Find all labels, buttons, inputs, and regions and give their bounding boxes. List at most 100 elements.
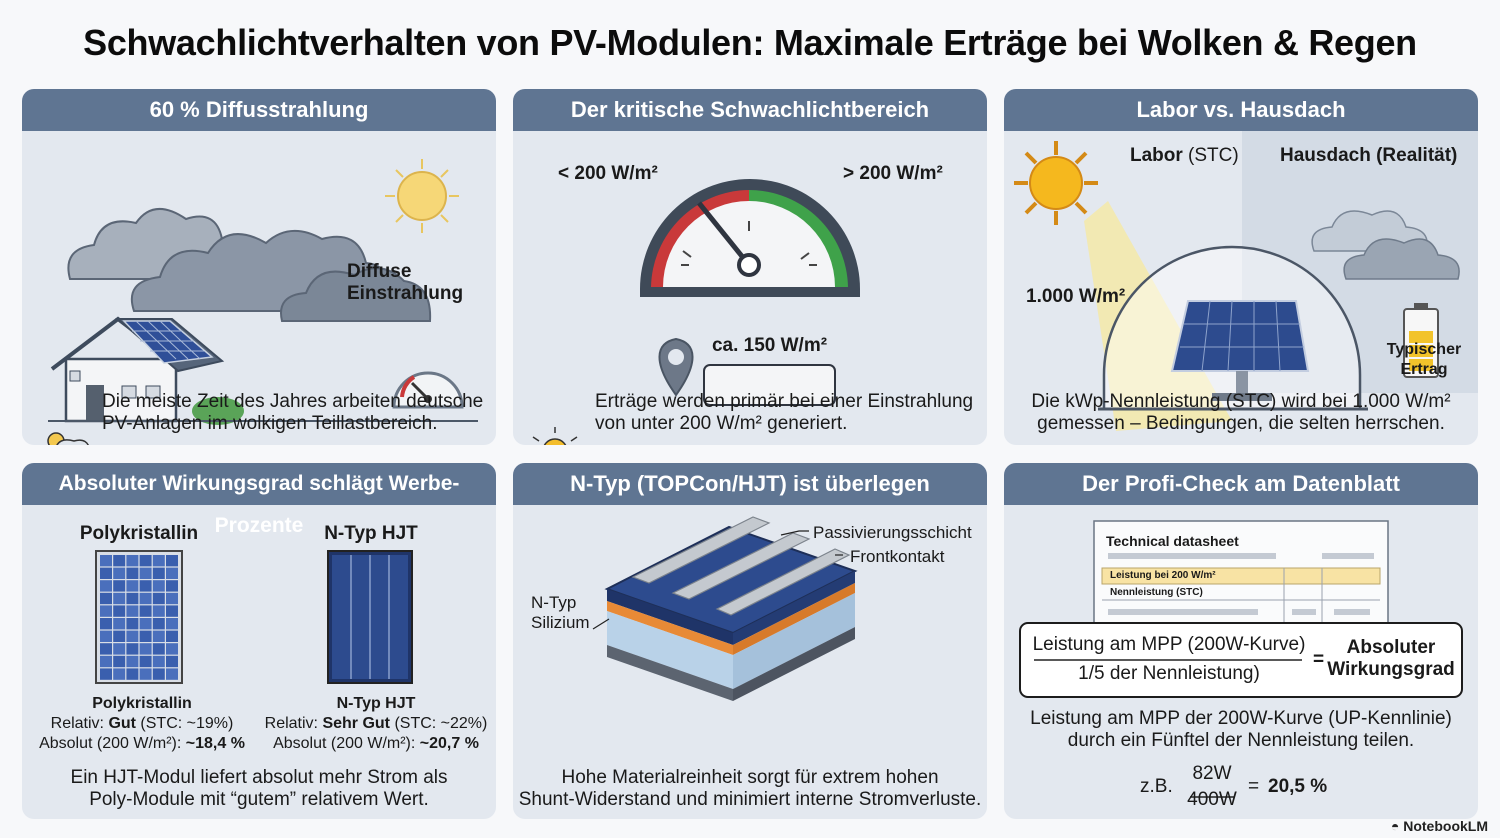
irradiance-label: 1.000 W/m² [1026, 286, 1126, 307]
poly-cell [100, 630, 112, 642]
sheet-row-nominal: Nennleistung (STC) [1110, 587, 1203, 598]
sun-icon [1014, 141, 1098, 225]
formula-numerator: Leistung am MPP (200W-Kurve) [1032, 634, 1306, 655]
alarm-light-icon [532, 427, 578, 445]
poly-cell [126, 655, 139, 668]
solar-panel-icon [122, 320, 214, 364]
poly-cell [126, 555, 139, 567]
poly-cell [139, 555, 152, 567]
notebooklm-icon: ◓ [1390, 818, 1404, 834]
below-200-label: < 200 W/m² [558, 163, 658, 184]
label-n-type-silicon: N-Typ Silizium [531, 593, 590, 632]
poly-cell [152, 630, 165, 642]
poly-cell [126, 592, 139, 605]
solar-panel-icon [1170, 300, 1310, 401]
above-200-label: > 200 W/m² [843, 163, 943, 184]
poly-cell [139, 655, 152, 668]
poly-cell [100, 580, 112, 592]
poly-cell [139, 605, 152, 617]
roof-label: Hausdach (Realität) [1280, 145, 1458, 166]
cell-cross-section [592, 516, 858, 701]
panel-header: 60 % Diffusstrahlung [22, 89, 496, 131]
gauge-illustration [532, 179, 860, 445]
label-front-contact: Frontkontakt [850, 547, 945, 566]
panel-n-type: N-Typ (TOPCon/HJT) ist überlegen Passivi… [513, 463, 987, 819]
cloud-icon [1311, 210, 1460, 280]
poly-cell [126, 605, 139, 617]
hjt-stats: N-Typ HJT Relativ: Sehr Gut (STC: ~22%) … [264, 695, 488, 752]
poly-cell [152, 580, 165, 592]
poly-cell [166, 618, 178, 630]
poly-cell [100, 643, 112, 655]
page-title: Schwachlichtverhalten von PV-Modulen: Ma… [83, 22, 1417, 63]
poly-cell [152, 643, 165, 655]
yield-label: Typischer Ertrag [1386, 341, 1462, 378]
panel-low-light-range: Der kritische Schwachlichtbereich < 200 [513, 89, 987, 445]
poly-cell [100, 605, 112, 617]
poly-cell [113, 643, 126, 655]
example-numerator: 82W [1192, 763, 1232, 784]
hjt-title: N-Typ HJT [324, 523, 418, 544]
lab-label: Labor (STC) [1130, 145, 1239, 166]
panel-caption: Leistung am MPP der 200W-Kurve (UP-Kennl… [1030, 708, 1452, 751]
poly-cell [126, 618, 139, 630]
panel-header: N-Typ (TOPCon/HJT) ist überlegen [513, 463, 987, 505]
panel-caption: Die kWp-Nennleistung (STC) wird bei 1.00… [1031, 391, 1451, 434]
poly-cell [152, 605, 165, 617]
poly-cell [113, 567, 126, 579]
poly-cell [100, 555, 112, 567]
poly-cell [126, 668, 139, 680]
poly-cell [139, 630, 152, 642]
poly-cell [139, 618, 152, 630]
example-prefix: z.B. [1140, 776, 1173, 797]
poly-cell [126, 630, 139, 642]
panel-lab-vs-roof: Labor vs. Hausdach [1004, 89, 1478, 445]
sheet-title: Technical datasheet [1106, 533, 1239, 549]
poly-cell [113, 618, 126, 630]
poly-cell [166, 655, 178, 668]
gauge-icon [392, 371, 464, 409]
gauge-icon [640, 179, 860, 297]
panel-header: Der Profi-Check am Datenblatt [1004, 463, 1478, 505]
front-contact-bars [631, 516, 851, 616]
poly-cell [100, 567, 112, 579]
lab-illustration [1014, 131, 1478, 431]
poly-cell [100, 655, 112, 668]
poly-stats: Polykristallin Relativ: Gut (STC: ~19%) … [39, 695, 245, 752]
marker-value: ca. 150 W/m² [711, 335, 828, 356]
module-comparison [95, 550, 413, 684]
poly-cell [166, 643, 178, 655]
panel-caption: Erträge werden primär bei einer Einstrah… [595, 391, 974, 434]
poly-cell [152, 668, 165, 680]
poly-cell [152, 567, 165, 579]
poly-cell [166, 580, 178, 592]
panel-caption: Ein HJT-Modul liefert absolut mehr Strom… [70, 767, 448, 810]
poly-cell [152, 618, 165, 630]
panel-header: Absoluter Wirkungsgrad schlägt Werbe-Pro… [22, 463, 496, 537]
panel-absolute-efficiency: Absoluter Wirkungsgrad schlägt Werbe-Pro… [22, 463, 496, 819]
poly-cell [100, 668, 112, 680]
poly-cell [139, 567, 152, 579]
poly-cell [113, 668, 126, 680]
poly-cell [126, 643, 139, 655]
panel-diffuse-radiation: 60 % Diffusstrahlung [22, 89, 496, 445]
poly-cell [166, 630, 178, 642]
formula-result: Absoluter Wirkungsgrad [1327, 637, 1455, 680]
poly-cell [126, 580, 139, 592]
polycrystalline-module-icon [95, 550, 183, 684]
poly-cell [113, 630, 126, 642]
example-result: 20,5 % [1268, 776, 1328, 797]
panel-header: Labor vs. Hausdach [1004, 89, 1478, 131]
battery-icon [1403, 303, 1439, 378]
poly-cell [113, 655, 126, 668]
poly-cell [139, 668, 152, 680]
poly-cell [166, 567, 178, 579]
panel-datasheet-check: Der Profi-Check am Datenblatt Technical … [1004, 463, 1478, 819]
poly-cell [139, 592, 152, 605]
poly-cell [152, 655, 165, 668]
poly-cell [126, 567, 139, 579]
panel-caption: Hohe Materialreinheit sorgt für extrem h… [518, 767, 982, 810]
poly-cell [152, 555, 165, 567]
poly-cell [113, 605, 126, 617]
poly-cell [166, 555, 178, 567]
